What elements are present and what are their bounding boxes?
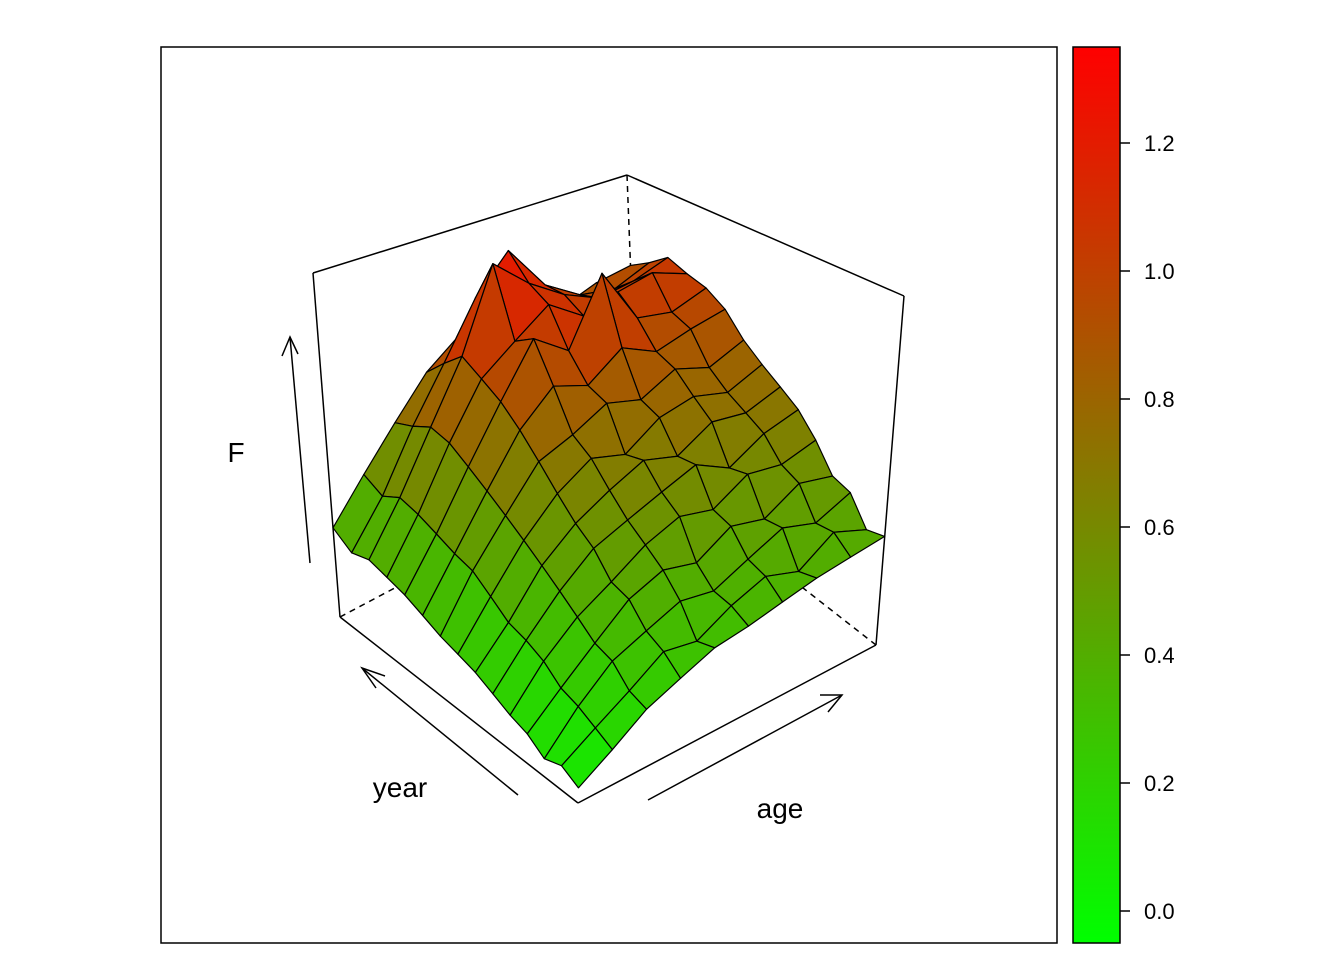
x-axis-label: year [373,772,427,803]
colorbar-tick-label: 0.0 [1144,899,1175,924]
colorbar [1072,46,1121,944]
surface-facet [560,727,613,789]
colorbar-ticks: 0.0 0.2 0.4 0.6 0.8 1.0 1.2 [1120,131,1175,924]
colorbar-tick-label: 0.6 [1144,515,1175,540]
colorbar-tick-label: 0.2 [1144,771,1175,796]
colorbar-tick-label: 1.2 [1144,131,1175,156]
plot-frame [160,46,1058,944]
box-edge [339,616,579,804]
box-edge [577,644,877,804]
box-visible-edges [312,174,905,804]
box-edge [626,174,905,297]
colorbar-tick-label: 0.8 [1144,387,1175,412]
box-edge [312,174,628,274]
y-axis-label: age [757,793,804,824]
z-axis-label: F [227,437,244,468]
colorbar-tick-label: 0.4 [1144,643,1175,668]
year-axis-arrow [360,666,519,796]
box-edge [312,272,341,618]
box-edge [875,295,905,646]
surface [332,249,886,789]
age-axis-arrow [647,694,844,801]
f-axis-arrow [281,335,311,564]
colorbar-tick-label: 1.0 [1144,259,1175,284]
